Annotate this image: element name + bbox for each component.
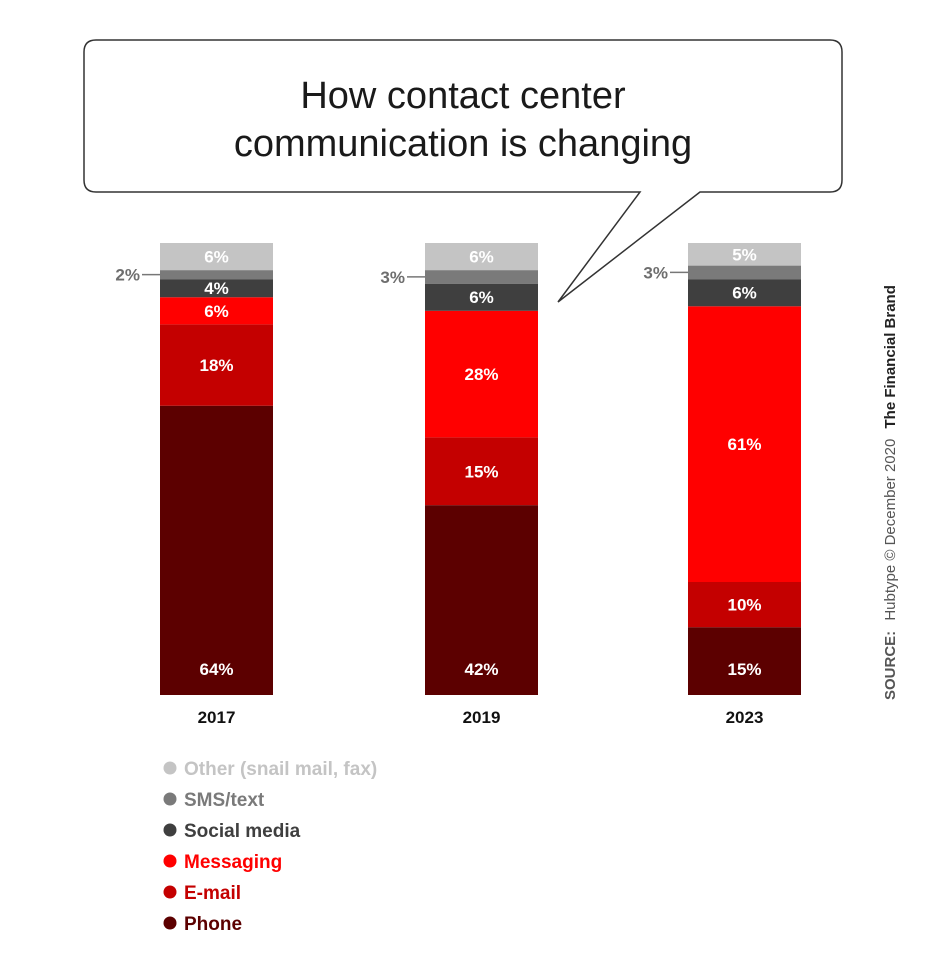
data-label-sms-text-2019: 3% — [380, 268, 405, 287]
bar-segment-social-media-2019 — [425, 283, 538, 311]
legend-label-sms-text: SMS/text — [184, 790, 265, 811]
data-label-sms-text-2023: 3% — [643, 263, 668, 282]
data-label-social-media-2017: 4% — [204, 279, 229, 298]
bar-segment-sms-text-2023 — [688, 265, 801, 280]
source-note: SOURCE: Hubtype © December 2020 The Fina… — [882, 285, 899, 700]
source-prefix: SOURCE: — [882, 631, 899, 700]
legend-label-e-mail: E-mail — [184, 883, 241, 904]
category-labels: 2017 2019 2023 — [198, 708, 764, 727]
chart-title-line-1: How contact center — [300, 75, 626, 117]
legend-marker-social-media — [163, 823, 177, 837]
data-label-social-media-2023: 6% — [732, 284, 757, 303]
bar-segment-e-mail-2017 — [160, 324, 273, 406]
legend-marker-sms-text — [163, 792, 177, 806]
legend-marker-other-snail-mail-fax — [163, 761, 177, 775]
data-label-e-mail-2017: 18% — [199, 356, 233, 375]
legend-marker-messaging — [163, 854, 177, 868]
data-label-sms-text-2017: 2% — [115, 266, 140, 285]
stacked-bars: 64% 18% 6% 4% 2% 6% 42% 15% 28% 6% 3% 6% 15% 10% 61% 6%… — [115, 243, 801, 695]
legend-label-phone: Phone — [184, 914, 242, 935]
title-speech-bubble: How contact center communication is chan… — [83, 39, 843, 303]
svg-text:SOURCE: Hubtype © Decemb: SOURCE: Hubtype © December 2020 The Fina… — [882, 285, 899, 700]
bar-segment-messaging-2017 — [160, 297, 273, 325]
legend-marker-e-mail — [163, 885, 177, 899]
bar-segment-e-mail-2019 — [425, 437, 538, 506]
data-label-phone-2017: 64% — [199, 660, 233, 679]
data-label-phone-2023: 15% — [727, 660, 761, 679]
chart-title-line-2: communication is changing — [234, 123, 692, 165]
source-brand: The Financial Brand — [882, 285, 899, 428]
bar-segment-other-snail-mail-fax-2023 — [688, 243, 801, 266]
category-label-2017: 2017 — [198, 708, 236, 727]
data-label-phone-2019: 42% — [464, 660, 498, 679]
data-label-messaging-2017: 6% — [204, 302, 229, 321]
legend: Other (snail mail, fax) SMS/text Social me… — [163, 759, 377, 935]
bar-segment-phone-2019 — [425, 505, 538, 695]
category-label-2023: 2023 — [726, 708, 764, 727]
data-label-e-mail-2019: 15% — [464, 462, 498, 481]
bar-segment-other-snail-mail-fax-2017 — [160, 243, 273, 271]
bar-segment-other-snail-mail-fax-2019 — [425, 243, 538, 271]
bar-segment-messaging-2023 — [688, 306, 801, 582]
bar-segment-phone-2023 — [688, 627, 801, 695]
bar-segment-sms-text-2019 — [425, 270, 538, 284]
bar-segment-phone-2017 — [160, 405, 273, 695]
data-label-e-mail-2023: 10% — [727, 596, 761, 615]
legend-label-social-media: Social media — [184, 821, 301, 842]
bar-segment-sms-text-2017 — [160, 270, 273, 280]
bar-segment-e-mail-2023 — [688, 582, 801, 628]
data-label-messaging-2023: 61% — [727, 435, 761, 454]
legend-label-messaging: Messaging — [184, 852, 282, 873]
data-label-other-snail-mail-fax-2023: 5% — [732, 245, 757, 264]
legend-marker-phone — [163, 916, 177, 930]
legend-label-other-snail-mail-fax: Other (snail mail, fax) — [184, 759, 377, 780]
data-label-messaging-2019: 28% — [464, 365, 498, 384]
data-label-other-snail-mail-fax-2017: 6% — [204, 248, 229, 267]
data-label-other-snail-mail-fax-2019: 6% — [469, 248, 494, 267]
data-label-social-media-2019: 6% — [469, 288, 494, 307]
source-text: Hubtype © December 2020 — [882, 439, 899, 621]
bar-segment-messaging-2019 — [425, 310, 538, 438]
bar-segment-social-media-2017 — [160, 279, 273, 298]
bar-segment-social-media-2023 — [688, 279, 801, 307]
category-label-2019: 2019 — [463, 708, 501, 727]
